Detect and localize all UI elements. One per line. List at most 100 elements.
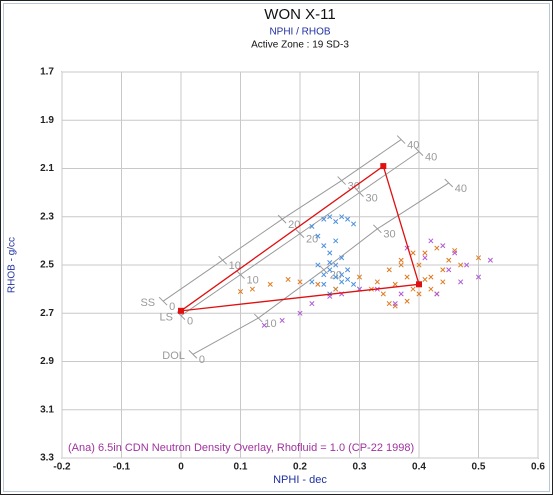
scatter-point: [279, 317, 285, 324]
scatter-point: [452, 250, 458, 256]
scatter-point: [327, 267, 333, 273]
x-tick-label: 0.6: [531, 462, 545, 473]
scatter-point: [297, 310, 303, 316]
porosity-label: 0: [187, 316, 193, 328]
scatter-point: [374, 279, 380, 285]
scatter-point: [339, 214, 345, 220]
scatter-point: [309, 223, 315, 229]
scatter-point: [440, 243, 446, 249]
scatter-point: [440, 279, 446, 285]
scatter-point: [428, 238, 434, 244]
porosity-tick: [319, 265, 329, 275]
porosity-label: 10: [247, 275, 259, 287]
porosity-tick: [158, 296, 168, 306]
porosity-label: 40: [425, 152, 437, 164]
scatter-point: [434, 245, 440, 251]
scatter-point: [475, 255, 482, 261]
porosity-label: 30: [383, 229, 395, 241]
y-tick-label: 3.3: [40, 453, 54, 464]
scatter-point: [309, 301, 315, 307]
scatter-point: [404, 298, 410, 304]
x-tick-label: 0.1: [234, 462, 248, 473]
scatter-point: [321, 281, 327, 287]
scatter-point: [446, 267, 452, 273]
porosity-label: 10: [229, 260, 241, 272]
lithology-name: DOL: [162, 350, 185, 362]
inner-frame: [3, 3, 550, 492]
porosity-tick: [295, 229, 305, 238]
y-tick-label: 2.9: [40, 356, 54, 367]
porosity-tick: [253, 313, 263, 323]
scatter-point: [315, 281, 321, 287]
scatter-point: [345, 276, 351, 283]
matrix-point: [380, 163, 387, 170]
scatter-point: [327, 214, 333, 220]
scatter-point: [261, 322, 267, 328]
scatter-point: [398, 257, 404, 263]
porosity-tick: [188, 349, 198, 359]
scatter-point: [333, 286, 339, 292]
scatter-point: [356, 274, 363, 280]
scatter-point: [249, 286, 255, 292]
scatter-point: [386, 301, 392, 307]
scatter-point: [315, 233, 321, 239]
scatter-point: [458, 279, 464, 285]
scatter-point: [458, 262, 464, 268]
scatter-point: [386, 267, 392, 273]
porosity-tick: [372, 224, 382, 234]
scatter-point: [345, 267, 351, 273]
scatter-point: [410, 250, 416, 256]
scatter-point: [345, 216, 351, 222]
porosity-tick: [218, 255, 228, 265]
y-axis-label: RHOB - g/cc: [7, 237, 18, 293]
scatter-point: [333, 219, 339, 225]
scatter-point: [446, 257, 452, 263]
scatter-point: [416, 291, 422, 297]
scatter-point: [339, 255, 345, 261]
scatter-point: [321, 272, 327, 278]
scatter-point: [327, 250, 333, 256]
matrix-polygon: [178, 165, 420, 312]
scatter-point: [428, 274, 434, 280]
lithology-name: LS: [160, 312, 173, 324]
scatter-point: [297, 279, 303, 285]
scatter-point: [285, 276, 291, 283]
scatter-point: [333, 238, 339, 244]
y-tick-label: 1.9: [40, 115, 54, 126]
scatter-point: [321, 216, 327, 222]
scatter-point: [475, 274, 482, 280]
porosity-tick: [236, 270, 245, 280]
porosity-tick: [414, 147, 424, 156]
x-tick-label: -0.1: [113, 462, 131, 473]
scatter-point: [327, 260, 333, 266]
scatter-point: [309, 279, 315, 285]
matrix-point: [178, 307, 184, 314]
porosity-label: 20: [306, 234, 318, 246]
porosity-label: 0: [169, 301, 175, 313]
scatter-point: [487, 257, 493, 263]
porosity-tick: [277, 214, 287, 224]
scatter-point: [321, 243, 327, 249]
x-axis-label: NPHI - dec: [273, 474, 327, 486]
scatter-point: [339, 272, 345, 278]
porosity-tick: [396, 135, 406, 144]
x-tick-label: -0.2: [53, 462, 71, 473]
scatter-point: [422, 250, 428, 256]
scatter-point: [404, 274, 410, 280]
porosity-tick: [337, 176, 347, 185]
x-tick-label: 0.4: [412, 462, 426, 473]
porosity-label: 30: [366, 193, 378, 205]
scatter-point: [422, 255, 428, 261]
scatter-point: [339, 279, 345, 285]
porosity-label: 40: [455, 183, 467, 195]
porosity-tick: [444, 178, 454, 188]
scatter-point: [398, 291, 404, 297]
zone-label: Active Zone : 19 SD-3: [251, 40, 349, 51]
lithology-name: SS: [140, 297, 155, 309]
scatter-point: [392, 301, 398, 307]
scatter-point: [315, 262, 321, 268]
y-tick-label: 3.1: [40, 404, 54, 415]
chart-subtitle: NPHI / RHOB: [269, 27, 330, 38]
scatter-point: [464, 262, 470, 268]
chart-title: WON X-11: [264, 6, 335, 23]
